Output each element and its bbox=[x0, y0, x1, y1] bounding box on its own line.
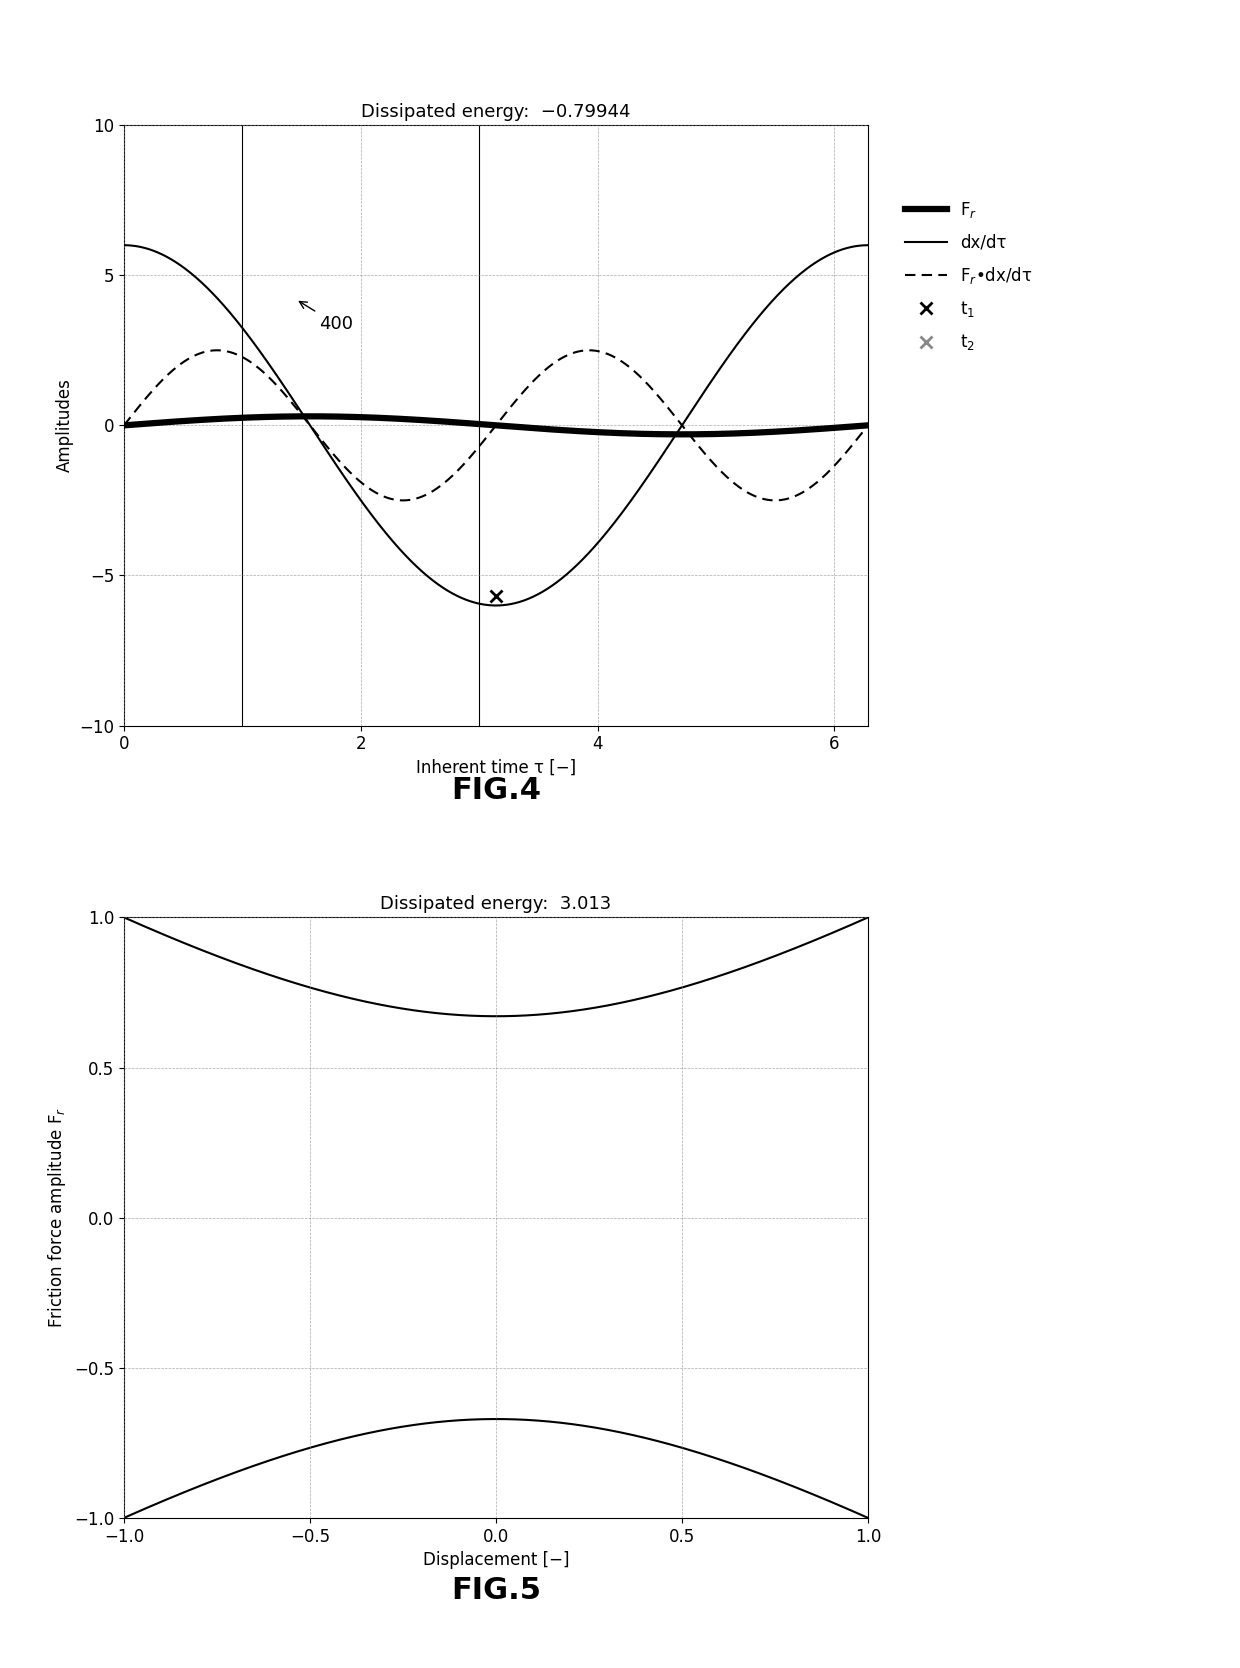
X-axis label: Inherent time τ [−]: Inherent time τ [−] bbox=[415, 759, 577, 777]
Y-axis label: Friction force amplitude F$_r$: Friction force amplitude F$_r$ bbox=[46, 1108, 68, 1328]
Title: Dissipated energy:  3.013: Dissipated energy: 3.013 bbox=[381, 896, 611, 912]
Title: Dissipated energy:  −0.79944: Dissipated energy: −0.79944 bbox=[361, 103, 631, 120]
Text: FIG.4: FIG.4 bbox=[451, 776, 541, 804]
Y-axis label: Amplitudes: Amplitudes bbox=[56, 379, 73, 472]
Text: FIG.5: FIG.5 bbox=[451, 1576, 541, 1605]
X-axis label: Displacement [−]: Displacement [−] bbox=[423, 1551, 569, 1570]
Text: 400: 400 bbox=[299, 302, 353, 334]
Legend: F$_r$, dx/dτ, F$_r$•dx/dτ, t$_1$, t$_2$: F$_r$, dx/dτ, F$_r$•dx/dτ, t$_1$, t$_2$ bbox=[899, 193, 1039, 359]
